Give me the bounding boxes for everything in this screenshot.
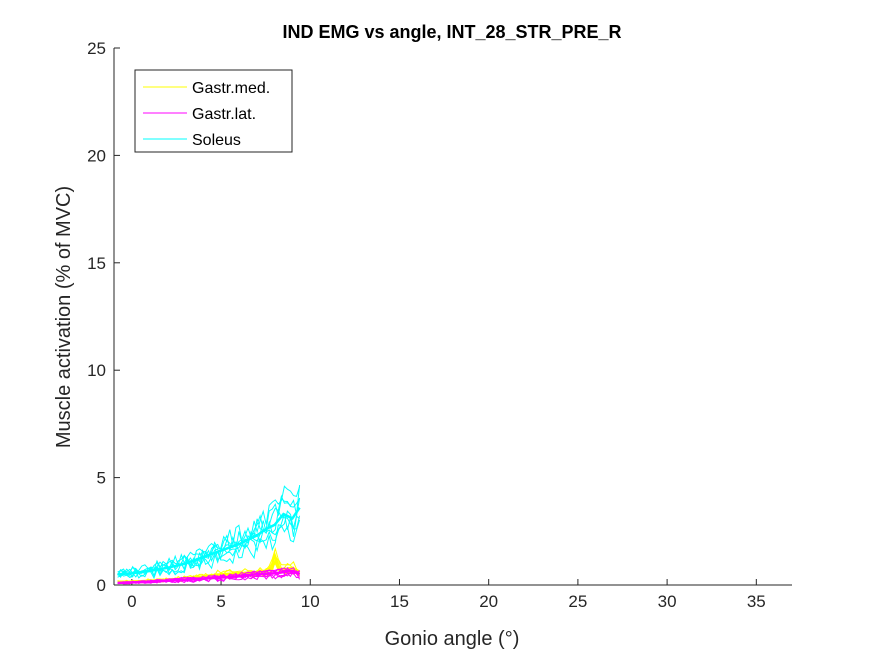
x-tick-label: 15	[390, 592, 409, 611]
x-tick-label: 30	[658, 592, 677, 611]
y-tick-label: 10	[87, 361, 106, 380]
x-axis-label: Gonio angle (°)	[385, 628, 520, 650]
x-tick-label: 35	[747, 592, 766, 611]
y-tick-label: 20	[87, 146, 106, 165]
legend: Gastr.med. Gastr.lat. Soleus	[134, 69, 293, 153]
x-tick-label: 0	[127, 592, 136, 611]
x-tick-label: 25	[568, 592, 587, 611]
series-line	[117, 569, 301, 585]
y-tick-label: 0	[97, 576, 106, 595]
legend-box	[134, 69, 293, 153]
legend-label: Gastr.lat.	[192, 106, 256, 123]
series-trace	[117, 497, 301, 576]
legend-label: Gastr.med.	[192, 80, 270, 97]
x-tick-label: 20	[479, 592, 498, 611]
legend-label: Soleus	[192, 132, 241, 149]
y-tick-label: 5	[97, 469, 106, 488]
series-soleus	[117, 485, 301, 580]
y-axis-label: Muscle activation (% of MVC)	[53, 186, 75, 448]
x-tick-label: 5	[216, 592, 225, 611]
x-tick-label: 10	[301, 592, 320, 611]
chart-title: IND EMG vs angle, INT_28_STR_PRE_R	[282, 22, 621, 42]
y-tick-label: 25	[87, 39, 106, 58]
series-trace	[117, 568, 300, 584]
y-tick-label: 15	[87, 254, 106, 273]
series-gastr-lat-	[117, 567, 301, 585]
series-line	[117, 507, 301, 576]
plot-area: 0 5 10 15 20 25 30 35 0 5 10 15 20 25	[87, 39, 792, 611]
